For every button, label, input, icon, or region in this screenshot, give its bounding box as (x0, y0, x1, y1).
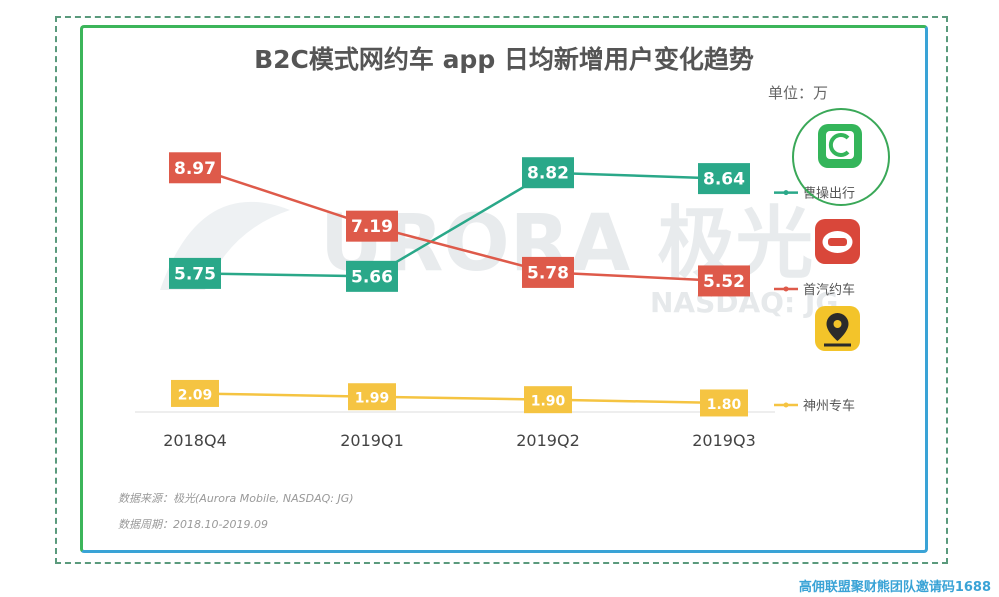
data-label: 1.99 (355, 391, 390, 407)
legend-dot-2 (783, 402, 789, 408)
data-point: 8.82 (522, 157, 574, 189)
data-label: 2.09 (178, 387, 213, 403)
data-label: 1.90 (531, 394, 566, 410)
data-point: 5.75 (169, 257, 221, 289)
footer-invite-text: 高佣联盟聚财熊团队邀请码1688 (798, 580, 991, 595)
unit-label: 单位：万 (768, 84, 829, 102)
x-tick-label: 2019Q2 (516, 431, 580, 450)
car-icon (828, 238, 847, 246)
data-point: 5.52 (698, 265, 750, 297)
data-source-note: 数据来源：极光(Aurora Mobile, NASDAQ: JG) (118, 492, 354, 505)
map-pin-hole (833, 320, 842, 328)
data-label-box (522, 157, 574, 189)
data-label-box (698, 163, 750, 195)
data-label: 8.97 (174, 159, 216, 179)
data-label: 7.19 (351, 217, 393, 237)
legend-dot-1 (783, 286, 789, 292)
data-point: 1.80 (700, 389, 748, 417)
chart-title: B2C模式网约车 app 日均新增用户变化趋势 (254, 45, 754, 74)
data-point: 5.66 (346, 260, 398, 292)
legend-label-1: 首汽约车 (803, 282, 855, 298)
data-label-box (348, 383, 396, 411)
x-tick-label: 2018Q4 (163, 431, 227, 450)
data-label-box (346, 210, 398, 242)
data-label-box (169, 257, 221, 289)
data-point: 1.90 (524, 386, 572, 414)
data-point: 5.78 (522, 256, 574, 288)
data-point: 1.99 (348, 383, 396, 411)
data-label: 5.78 (527, 263, 569, 283)
data-label-box (698, 265, 750, 297)
series-line-2 (194, 392, 725, 405)
data-label: 5.75 (174, 264, 216, 284)
caocao-letter-c (828, 133, 850, 157)
data-label-box (169, 152, 221, 184)
data-period-note: 数据周期：2018.10-2019.09 (118, 518, 268, 531)
data-point: 2.09 (171, 379, 219, 407)
x-tick-label: 2019Q3 (692, 431, 756, 450)
data-label: 8.64 (703, 170, 745, 190)
data-point: 7.19 (346, 210, 398, 242)
data-point: 8.97 (169, 152, 221, 184)
outer-dashed-frame (55, 16, 948, 564)
data-point: 8.64 (698, 163, 750, 195)
data-label-box (524, 386, 572, 414)
legend-highlight-circle (792, 108, 890, 206)
data-label: 5.66 (351, 267, 393, 287)
data-label: 8.82 (527, 164, 569, 184)
data-label-box (171, 379, 219, 407)
x-tick-label: 2019Q1 (340, 431, 404, 450)
data-label: 5.52 (703, 272, 745, 292)
data-label-box (346, 260, 398, 292)
data-label-box (700, 389, 748, 417)
series-line-1 (194, 166, 725, 283)
legend-label-2: 神州专车 (803, 398, 855, 414)
data-label-box (522, 256, 574, 288)
series-line-0 (194, 171, 725, 278)
data-label: 1.80 (707, 397, 742, 413)
legend-dot-0 (783, 190, 789, 196)
